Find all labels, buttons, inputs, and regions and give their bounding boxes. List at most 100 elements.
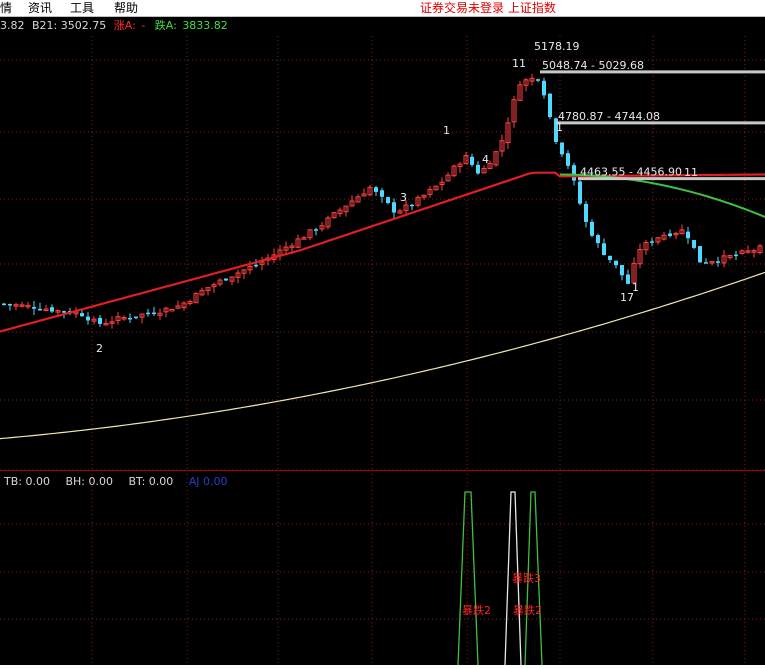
price-grid bbox=[0, 36, 765, 471]
candle-body-down bbox=[50, 307, 54, 312]
candle-body-up bbox=[421, 194, 427, 198]
candle-body-up bbox=[259, 261, 265, 265]
indicator-info-bar: 3.82 B21: 3502.75 涨A: - 跌A: 3833.82 bbox=[0, 17, 765, 35]
level-label: 4780.87 - 4744.08 bbox=[558, 110, 660, 123]
indicator-chart-panel[interactable]: 暴跌2 暴跌3 暴跌2 bbox=[0, 474, 765, 666]
candle-body-up bbox=[295, 238, 301, 248]
panel-divider bbox=[0, 470, 765, 475]
candle-body-down bbox=[626, 274, 630, 284]
candle-body-up bbox=[751, 250, 757, 253]
candle-body-down bbox=[374, 187, 378, 192]
candle-body-down bbox=[86, 316, 90, 321]
legend-aj-value: 0.00 bbox=[203, 475, 228, 488]
level-label: 5048.74 - 5029.68 bbox=[542, 59, 644, 72]
indicator-legend: TB: 0.00 BH: 0.00 BT: 0.00 AJ 0.00 bbox=[0, 474, 228, 490]
candle-body-up bbox=[463, 155, 469, 165]
candle-body-up bbox=[241, 269, 247, 274]
ma-green-line bbox=[559, 173, 765, 218]
candle-body-up bbox=[433, 185, 439, 191]
candle-body-down bbox=[686, 231, 690, 239]
legend-bh-value: 0.00 bbox=[88, 475, 114, 488]
candle-body-up bbox=[175, 305, 181, 309]
candle-body-down bbox=[224, 278, 228, 281]
candle-body-up bbox=[505, 122, 511, 144]
candle-body-down bbox=[692, 240, 696, 248]
indicator-spike bbox=[524, 491, 543, 666]
legend-bt-value: 0.00 bbox=[148, 475, 174, 488]
candle-body-up bbox=[721, 255, 727, 264]
menu-item-news[interactable]: 资讯 bbox=[28, 1, 53, 15]
candle-body-up bbox=[289, 245, 295, 249]
candle-body-down bbox=[536, 79, 540, 81]
candle-body-down bbox=[734, 254, 738, 257]
candle-body-up bbox=[757, 245, 763, 254]
info-left-value: 3.82 bbox=[0, 19, 25, 32]
candle-body-down bbox=[146, 312, 150, 315]
candle-body-down bbox=[602, 243, 606, 256]
candle-body-up bbox=[91, 318, 97, 322]
menu-item-tools[interactable]: 工具 bbox=[70, 1, 95, 15]
candle-body-down bbox=[314, 229, 318, 231]
candle-body-up bbox=[745, 250, 751, 253]
candle-body-down bbox=[704, 262, 708, 264]
indicator-spike bbox=[504, 491, 522, 666]
candle-body-up bbox=[205, 287, 211, 292]
candle-body-down bbox=[80, 313, 84, 317]
candle-body-down bbox=[560, 142, 564, 155]
candle-body-up bbox=[655, 237, 661, 243]
ma-red-line bbox=[0, 171, 765, 333]
candle-body-up bbox=[13, 304, 19, 307]
price-chart-panel[interactable]: 5048.74 - 5029.68 4780.87 - 4744.08 4463.5… bbox=[0, 36, 765, 471]
wave-number-label: 1 bbox=[632, 281, 639, 294]
candle-body-up bbox=[307, 229, 313, 239]
candle-body-up bbox=[157, 312, 163, 316]
candle-body-up bbox=[517, 84, 523, 101]
indicator-chart-svg[interactable]: 暴跌2 暴跌3 暴跌2 bbox=[0, 474, 765, 666]
candle-body-up bbox=[367, 186, 373, 196]
candle-body-up bbox=[349, 200, 355, 207]
candle-body-down bbox=[380, 190, 384, 197]
candle-body-up bbox=[673, 232, 679, 236]
candle-body-up bbox=[709, 261, 715, 264]
candle-body-up bbox=[187, 300, 193, 305]
candle-body-down bbox=[578, 181, 582, 204]
info-b21: B21: 3502.75 bbox=[32, 19, 107, 32]
indicator-marker-label: 暴跌2 bbox=[513, 603, 542, 617]
candle-body-down bbox=[386, 197, 390, 204]
candle-body-up bbox=[415, 196, 421, 206]
candle-body-down bbox=[254, 264, 258, 267]
candle-body-up bbox=[361, 193, 367, 197]
candle-body-up bbox=[679, 229, 685, 235]
candle-body-up bbox=[229, 276, 235, 282]
candle-body-down bbox=[548, 93, 552, 118]
price-chart-svg[interactable]: 5048.74 - 5029.68 4780.87 - 4744.08 4463.5… bbox=[0, 36, 765, 471]
menu-item-help[interactable]: 帮助 bbox=[114, 1, 139, 15]
candle-body-up bbox=[283, 246, 289, 251]
candle-body-down bbox=[554, 118, 558, 142]
candle-body-up bbox=[343, 205, 349, 213]
menu-item-qing[interactable]: 情 bbox=[0, 1, 13, 15]
legend-sep: : bbox=[81, 475, 89, 488]
candle-body-up bbox=[439, 181, 445, 186]
candle-body-up bbox=[523, 79, 529, 86]
candle-body-up bbox=[631, 262, 637, 284]
wave-number-label: 1 bbox=[443, 124, 450, 137]
candle-body-up bbox=[403, 204, 409, 211]
wave-number-label: 3 bbox=[400, 191, 407, 204]
candle-body-up bbox=[331, 212, 337, 219]
candle-body-down bbox=[152, 312, 156, 315]
legend-sep: : bbox=[141, 475, 149, 488]
indicator-grid bbox=[0, 474, 765, 665]
candle-body-up bbox=[529, 77, 535, 82]
wave-number-label: 11 bbox=[512, 57, 526, 70]
candle-body-up bbox=[199, 289, 205, 296]
candle-body-up bbox=[43, 308, 49, 312]
candle-body-down bbox=[542, 80, 546, 96]
candle-body-down bbox=[590, 221, 594, 236]
candle-body-up bbox=[637, 248, 643, 265]
candle-body-down bbox=[566, 153, 570, 166]
candle-body-up bbox=[661, 234, 667, 240]
candle-body-up bbox=[457, 163, 463, 168]
candle-body-up bbox=[499, 140, 505, 152]
candle-body-up bbox=[319, 225, 325, 230]
